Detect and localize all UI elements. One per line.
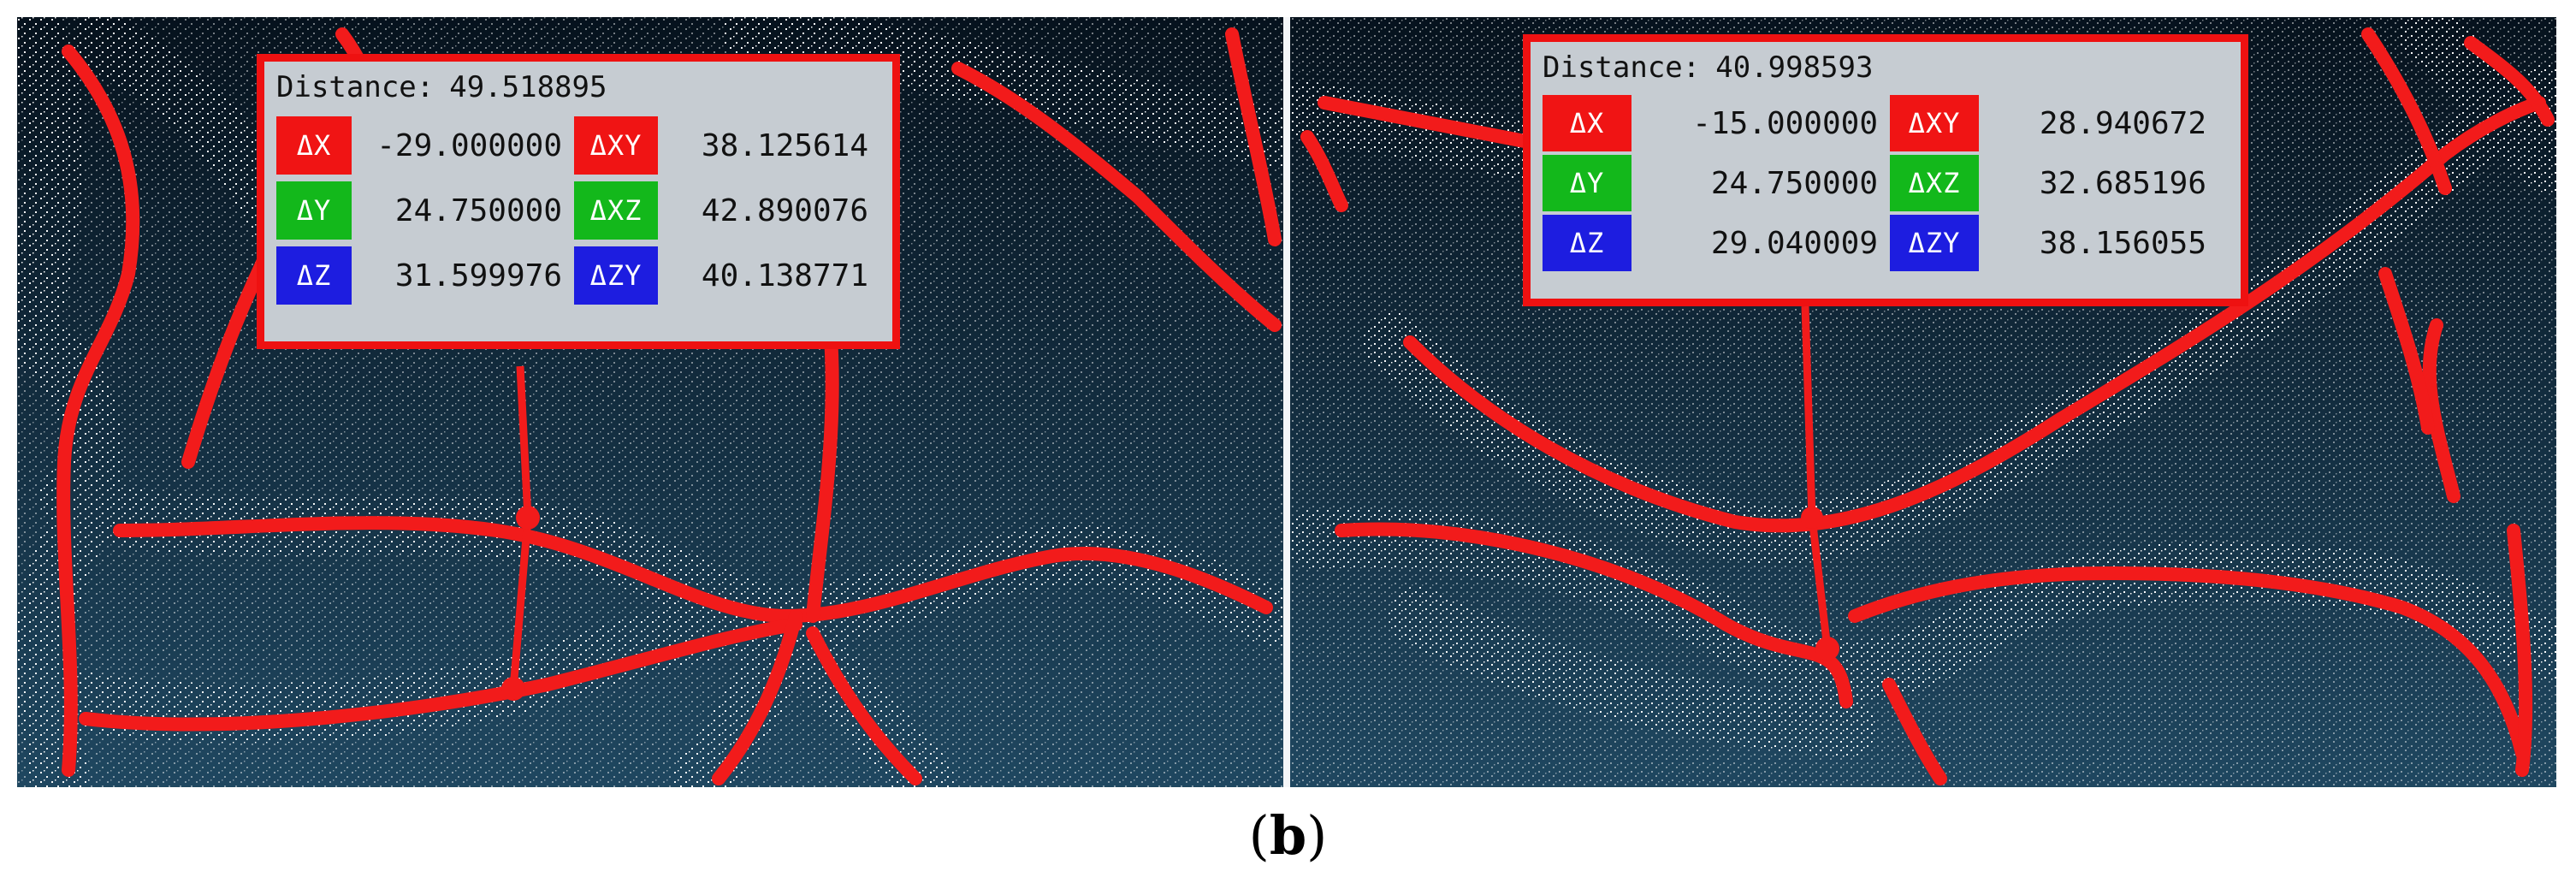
distance-label: Distance: bbox=[276, 70, 435, 104]
delta-zy-value: 40.138771 bbox=[701, 258, 868, 293]
distance-label: Distance: bbox=[1543, 50, 1701, 85]
distance-value: 40.998593 bbox=[1715, 50, 1874, 85]
delta-y-value: 24.750000 bbox=[1710, 165, 1878, 201]
point-cloud-scene-left bbox=[17, 17, 1283, 787]
distance-value: 49.518895 bbox=[449, 70, 607, 104]
delta-z-swatch: ΔZ bbox=[276, 246, 352, 305]
delta-xy-swatch: ΔXY bbox=[1890, 95, 1979, 151]
distance-row: Distance: 40.998593 bbox=[1543, 49, 2229, 86]
delta-z-swatch: ΔZ bbox=[1543, 215, 1631, 271]
caption-open-paren: ( bbox=[1248, 804, 1270, 867]
delta-xy-value: 28.940672 bbox=[2039, 105, 2206, 141]
measurement-line-left bbox=[501, 365, 540, 701]
delta-grid: ΔX -15.000000 ΔXY 28.940672 ΔY 24.750000… bbox=[1543, 95, 2229, 271]
delta-xy-value: 38.125614 bbox=[701, 127, 868, 163]
figure-caption: (b) bbox=[0, 804, 2576, 867]
delta-xz-swatch: ΔXZ bbox=[1890, 155, 1979, 211]
measurement-line-right bbox=[1801, 305, 1839, 661]
delta-xy-swatch: ΔXY bbox=[574, 116, 658, 175]
delta-xz-swatch: ΔXZ bbox=[574, 181, 658, 240]
delta-x-value: -15.000000 bbox=[1692, 105, 1878, 141]
delta-y-value: 24.750000 bbox=[394, 193, 562, 228]
delta-zy-swatch: ΔZY bbox=[1890, 215, 1979, 271]
delta-zy-value: 38.156055 bbox=[2039, 225, 2206, 261]
delta-xz-value: 32.685196 bbox=[2039, 165, 2206, 201]
distance-info-box-left: Distance: 49.518895 ΔX -29.000000 ΔXY 38.… bbox=[257, 54, 900, 349]
viewport-divider bbox=[1283, 17, 1290, 787]
caption-letter: b bbox=[1269, 804, 1307, 867]
delta-x-swatch: ΔX bbox=[1543, 95, 1631, 151]
delta-zy-swatch: ΔZY bbox=[574, 246, 658, 305]
delta-xz-value: 42.890076 bbox=[701, 193, 868, 228]
delta-y-swatch: ΔY bbox=[276, 181, 352, 240]
delta-x-value: -29.000000 bbox=[376, 127, 562, 163]
distance-info-box-right: Distance: 40.998593 ΔX -15.000000 ΔXY 28.… bbox=[1523, 34, 2248, 306]
distance-row: Distance: 49.518895 bbox=[276, 68, 880, 106]
delta-x-swatch: ΔX bbox=[276, 116, 352, 175]
caption-close-paren: ) bbox=[1306, 804, 1328, 867]
delta-grid: ΔX -29.000000 ΔXY 38.125614 ΔY 24.750000… bbox=[276, 116, 880, 305]
point-cloud-view-left[interactable] bbox=[17, 17, 1283, 787]
delta-z-value: 31.599976 bbox=[394, 258, 562, 293]
delta-y-swatch: ΔY bbox=[1543, 155, 1631, 211]
delta-z-value: 29.040009 bbox=[1710, 225, 1878, 261]
